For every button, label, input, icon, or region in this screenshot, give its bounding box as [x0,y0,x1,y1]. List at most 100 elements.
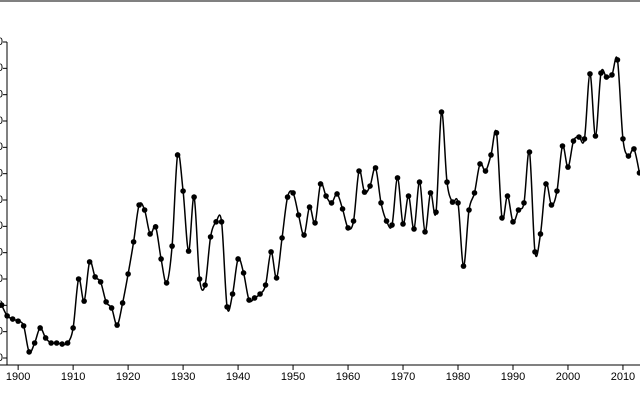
point [108,305,115,311]
point [97,279,104,285]
point [169,243,175,249]
x-tick-label: 1930 [171,371,195,383]
point [64,340,71,346]
point [350,218,357,224]
point [185,248,192,254]
point [92,274,98,280]
point [411,226,417,232]
point [196,276,203,282]
x-tick-label: 1990 [501,371,525,383]
point [70,325,76,331]
point [356,168,362,174]
point [136,202,142,208]
point [119,300,126,306]
point [306,204,313,210]
point [493,130,500,136]
point [31,340,38,346]
point [598,70,604,76]
x-tick-label: 1950 [281,371,305,383]
point [152,224,159,230]
point [295,212,302,218]
point [361,189,368,195]
point [42,335,49,341]
point [433,209,439,215]
point [515,207,522,213]
point [37,325,43,331]
point [53,340,60,346]
point [290,190,296,196]
y-tick-label: 60 [0,194,3,206]
point [565,164,571,170]
y-tick-label: 100 [0,89,3,101]
point [631,146,637,152]
x-tick-label: 1940 [226,371,250,383]
point [460,263,467,269]
point [482,168,489,174]
point [114,322,120,328]
point [9,316,16,322]
point [422,229,428,235]
point [15,318,21,324]
point [130,239,137,245]
point [587,71,593,77]
point [273,275,280,281]
y-tick-label: 70 [0,168,3,180]
point [521,200,527,206]
point [378,200,384,206]
y-tick-label: 0 [0,352,3,364]
point [636,170,640,176]
point [471,190,478,196]
point [81,298,87,304]
point [625,153,632,159]
x-tick-label: 1910 [61,371,85,383]
point [334,191,340,197]
point [614,57,621,63]
point [174,152,181,158]
point [438,109,445,115]
line [0,56,640,354]
point [449,199,456,205]
x-tick-label: 1980 [446,371,470,383]
point [235,256,241,262]
point [141,207,148,213]
point [229,291,236,297]
point [400,221,406,227]
point [372,165,379,171]
y-tick-label: 40 [0,247,3,259]
point [444,179,450,185]
point [609,72,615,78]
point [207,234,214,240]
point [224,304,230,310]
point [389,222,395,228]
point [191,194,197,200]
point [268,249,274,255]
point [0,302,5,308]
point [367,183,373,189]
point [251,295,258,301]
x-tick-label: 2010 [611,371,635,383]
point [163,280,170,286]
point [416,179,423,185]
point [581,136,588,142]
point [383,218,390,224]
point [317,181,324,187]
point [279,235,285,241]
x-tick-label: 1960 [336,371,360,383]
y-tick-label: 90 [0,115,3,127]
point [323,193,329,199]
y-tick-label: 10 [0,326,3,338]
point [218,219,225,225]
point [510,219,516,225]
y-tick-label: 50 [0,220,3,232]
point [405,193,412,199]
point [559,143,566,149]
x-tick-label: 1970 [391,371,415,383]
point [158,256,164,262]
point [339,206,346,212]
point [240,270,247,276]
point [147,231,153,237]
point [543,181,549,187]
point [125,271,131,277]
